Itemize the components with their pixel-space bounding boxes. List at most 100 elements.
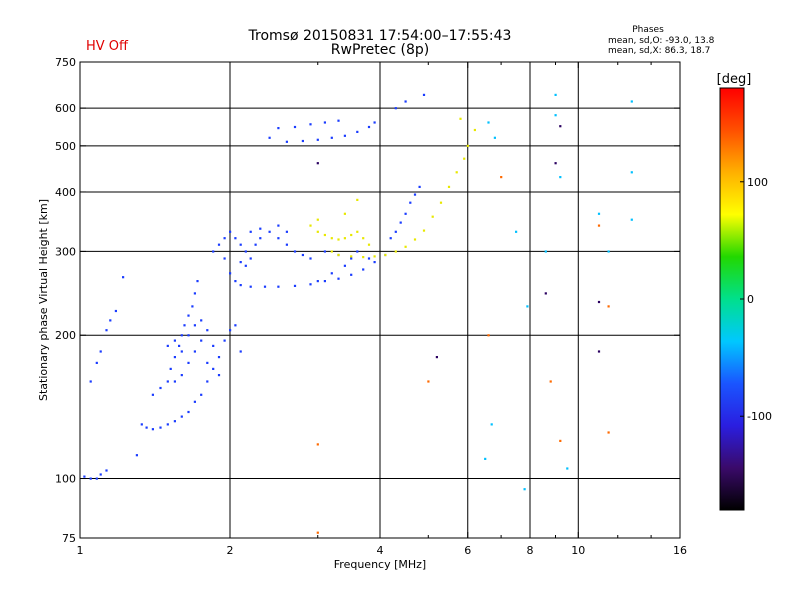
x-tick-label: 10 (571, 544, 585, 557)
data-point (431, 215, 434, 218)
data-point (114, 309, 117, 313)
data-point (259, 237, 262, 240)
data-point (187, 361, 190, 364)
data-point (316, 138, 319, 141)
data-point (343, 264, 346, 267)
data-point (239, 261, 242, 264)
axes: 1 2 4 6 8 10 16 75 100 200 300 400 500 600 750 (55, 56, 687, 557)
data-point (95, 361, 98, 364)
data-point (239, 350, 242, 353)
data-point (463, 157, 466, 160)
data-point (277, 285, 280, 288)
colorbar: [deg] 100 0 -100 (717, 72, 772, 511)
data-point (490, 423, 493, 426)
data-point (173, 356, 176, 359)
data-point (239, 284, 242, 287)
data-point (206, 361, 209, 364)
data-point (105, 469, 108, 472)
data-point (191, 305, 194, 308)
data-point (229, 329, 232, 332)
data-point (223, 257, 226, 260)
data-point (309, 224, 312, 227)
data-point (285, 140, 288, 143)
data-point (223, 339, 226, 342)
data-point (89, 477, 92, 480)
data-point (316, 162, 319, 165)
data-point (212, 367, 215, 370)
data-point (559, 125, 562, 128)
data-point (316, 443, 319, 446)
data-point (330, 250, 333, 253)
data-point (356, 130, 359, 133)
data-point (384, 253, 387, 257)
data-point (455, 171, 458, 174)
data-point (99, 473, 102, 476)
data-point (122, 276, 125, 279)
data-point (196, 280, 199, 283)
data-point (234, 237, 237, 240)
data-point (356, 230, 359, 233)
data-point (607, 431, 610, 434)
chart-subtitle: RwPretec (8p) (331, 42, 429, 58)
data-point (109, 319, 112, 322)
data-point (259, 227, 262, 230)
data-point (206, 329, 209, 332)
data-point (180, 350, 183, 353)
data-point (566, 467, 569, 470)
x-tick-label: 2 (227, 544, 234, 557)
data-point (607, 305, 610, 308)
data-point (200, 339, 203, 342)
data-point (99, 350, 102, 353)
data-point (373, 121, 376, 124)
data-point (229, 272, 232, 275)
colorbar-label: [deg] (717, 72, 752, 87)
data-point (362, 256, 365, 259)
data-point (159, 386, 162, 390)
data-point (404, 212, 407, 215)
data-point (83, 475, 86, 478)
data-point (554, 162, 557, 165)
data-point (193, 324, 196, 327)
data-point (350, 255, 353, 258)
data-point (554, 93, 557, 96)
data-point (544, 250, 547, 253)
y-tick-label: 300 (55, 245, 76, 258)
data-point (206, 380, 209, 383)
data-point (323, 121, 326, 124)
data-point (447, 185, 451, 188)
x-tick-label: 16 (673, 544, 687, 557)
x-tick-label: 4 (377, 544, 384, 557)
data-point (409, 201, 412, 204)
data-point (316, 230, 319, 233)
x-tick-label: 6 (464, 544, 471, 557)
data-point (418, 185, 421, 188)
data-point (523, 488, 526, 491)
data-point (439, 201, 443, 204)
y-tick-label: 75 (62, 532, 76, 545)
data-point (239, 243, 242, 246)
y-tick-label: 500 (55, 140, 76, 153)
colorbar-tick-label: 0 (747, 293, 754, 306)
data-point (323, 280, 326, 283)
data-point (135, 454, 138, 457)
data-point (173, 420, 176, 423)
data-point (487, 334, 490, 337)
data-point (515, 230, 518, 233)
data-point (249, 285, 252, 288)
data-point (293, 284, 297, 287)
data-point (277, 237, 280, 240)
data-point (350, 257, 353, 260)
status-label: HV Off (86, 39, 129, 54)
data-point (316, 531, 319, 534)
x-axis-label: Frequency [MHz] (334, 558, 426, 571)
data-points (83, 93, 633, 534)
y-tick-label: 750 (55, 56, 76, 69)
data-point (630, 171, 633, 174)
data-point (330, 237, 333, 240)
data-point (234, 280, 237, 283)
data-point (187, 314, 190, 317)
data-point (229, 230, 232, 233)
data-point (559, 176, 562, 179)
data-point (169, 367, 172, 370)
data-point (293, 125, 297, 129)
